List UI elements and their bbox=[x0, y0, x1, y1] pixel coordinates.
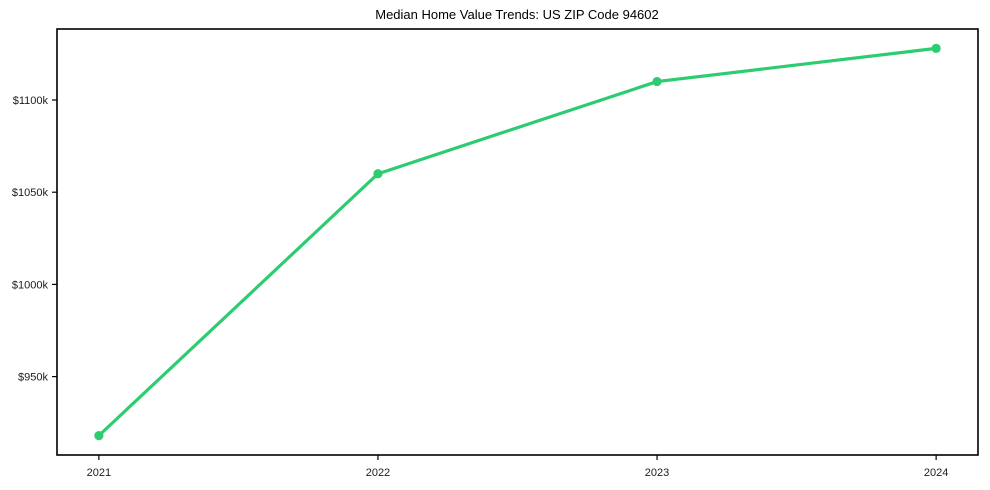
data-point-2024 bbox=[931, 43, 941, 53]
axes: $950k $1000k $1050k $1100k 2021 2022 2023 2024 bbox=[12, 95, 948, 479]
data-point-2021 bbox=[94, 431, 104, 441]
x-tick-label: 2023 bbox=[645, 467, 669, 479]
y-tick-label: $1000k bbox=[12, 279, 49, 291]
x-tick-label: 2021 bbox=[87, 467, 111, 479]
trend-line bbox=[97, 46, 938, 438]
chart-title: Median Home Value Trends: US ZIP Code 94… bbox=[375, 7, 659, 22]
y-tick-label: $1050k bbox=[12, 187, 49, 199]
y-tick-label: $950k bbox=[18, 372, 48, 384]
data-point-2022 bbox=[373, 169, 383, 179]
y-tick-label: $1100k bbox=[13, 95, 49, 107]
plot-border bbox=[56, 28, 979, 456]
data-point-2023 bbox=[652, 76, 662, 87]
x-tick-label: 2022 bbox=[366, 467, 390, 479]
x-tick-label: 2024 bbox=[924, 467, 948, 479]
trend-line-series bbox=[94, 43, 941, 441]
